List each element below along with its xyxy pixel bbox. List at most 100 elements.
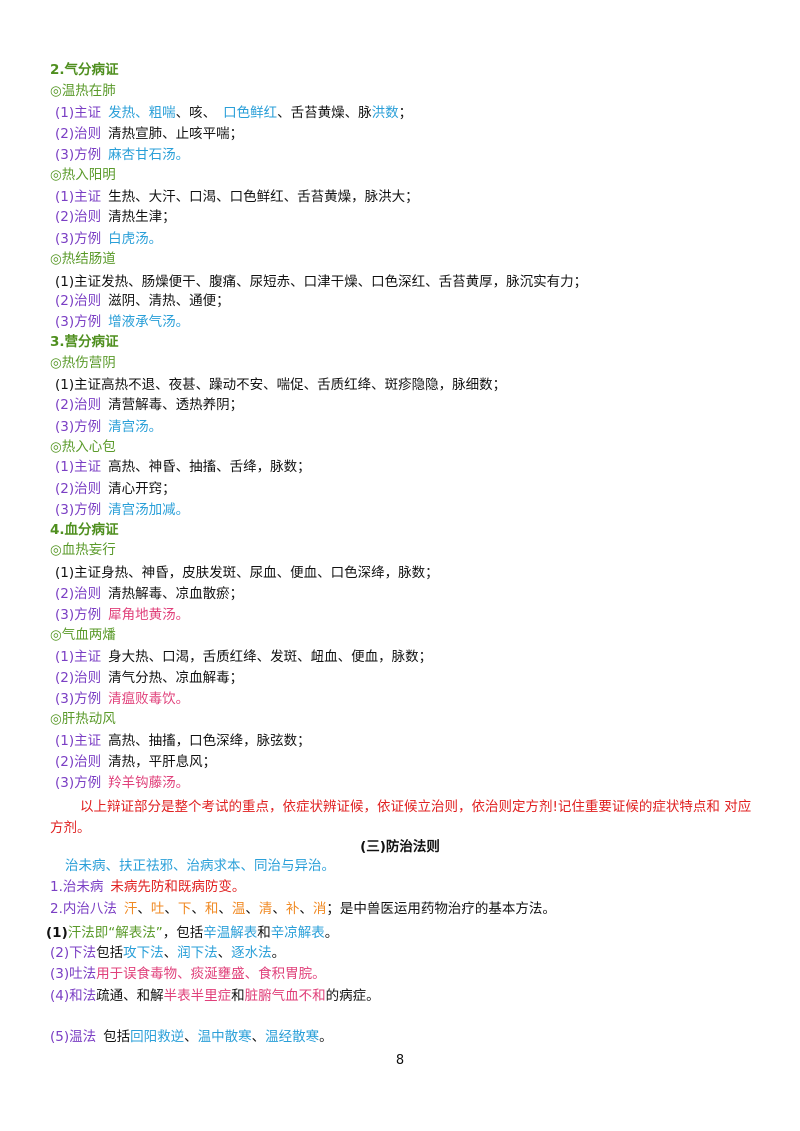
text-line: (2)治则 清营解毒、透热养阴； [55, 395, 243, 415]
text-segment: 清宫汤加减。 [108, 502, 190, 518]
text-line: 4.血分病证 [50, 520, 119, 540]
text-segment: 身大热、口渴，舌质红绛、发斑、衄血、便血，脉数； [108, 649, 433, 665]
text-segment: 、 [217, 945, 232, 961]
text-segment: 增液承气汤。 [108, 314, 190, 330]
text-line: ◎热伤营阴 [50, 353, 116, 373]
text-segment: ；是中兽医运用药物治疗的基本方法。 [326, 901, 556, 917]
text-segment: ◎热结肠道 [50, 251, 116, 267]
text-line: (3)方例 清宫汤。 [55, 417, 162, 437]
text-line: (2)治则 清热，平肝息风； [55, 752, 216, 772]
text-segment: (5)温法 [50, 1029, 97, 1045]
text-segment: 、 [184, 1029, 198, 1045]
text-segment: 。 [271, 945, 286, 961]
text-segment: (1) [46, 925, 68, 941]
text-line: (4)和法疏通、和解半表半里症和脏腑气血不和的病症。 [50, 986, 380, 1006]
text-line: (2)下法包括攻下法、润下法、逐水法。 [50, 943, 285, 963]
text-segment: 补 [285, 901, 300, 917]
text-line: (3)方例 羚羊钩藤汤。 [55, 773, 189, 793]
text-line: (3)方例 清宫汤加减。 [55, 500, 189, 520]
text-segment: 2.内治八法 [50, 901, 117, 917]
text-segment: 温中散寒 [197, 1029, 252, 1045]
text-segment: ，包括 [162, 925, 204, 941]
text-line: (2)治则 滋阴、清热、通便； [55, 291, 230, 311]
text-segment: 未病先防和既病防变。 [110, 879, 246, 895]
text-segment: 。 [319, 1029, 333, 1045]
text-line: (3)方例 白虎汤。 [55, 229, 162, 249]
text-segment: (1)主证 [55, 733, 102, 749]
text-segment: ◎气血两燔 [50, 627, 116, 643]
text-line: 2.气分病证 [50, 60, 119, 80]
text-segment: ◎肝热动风 [50, 711, 116, 727]
text-segment: (1)主证 [55, 189, 102, 205]
text-line: ◎气血两燔 [50, 625, 116, 645]
text-line: (2)治则 清热解毒、凉血散瘀； [55, 584, 243, 604]
section-heading: (三)防治法则 [360, 839, 440, 855]
text-segment: (2)治则 [55, 209, 102, 225]
text-segment: 、 [299, 901, 313, 917]
text-segment: ◎热入阳明 [50, 167, 116, 183]
text-line: (3)方例 清瘟败毒饮。 [55, 689, 189, 709]
text-segment: 和 [231, 988, 245, 1004]
text-segment: (3)方例 [55, 147, 102, 163]
text-line: (2)治则 清热生津； [55, 207, 176, 227]
text-segment: 1.治未病 [50, 879, 104, 895]
text-segment: 温 [231, 901, 246, 917]
text-segment: 包括 [96, 945, 124, 961]
text-segment: 滋阴、清热、通便； [108, 293, 230, 309]
text-segment: (2)治则 [55, 586, 102, 602]
text-line: (3)方例 增液承气汤。 [55, 312, 189, 332]
text-segment: 麻杏甘石汤。 [108, 147, 190, 163]
text-line: 2.内治八法 汗、吐、下、和、温、清、补、消；是中兽医运用药物治疗的基本方法。 [50, 899, 556, 919]
text-segment: (2)治则 [55, 754, 102, 770]
text-segment: 3.营分病证 [50, 334, 119, 350]
text-segment: 清 [258, 901, 273, 917]
text-segment: 清热生津； [108, 209, 176, 225]
text-segment: 包括 [103, 1029, 131, 1045]
text-line: 3.营分病证 [50, 332, 119, 352]
text-segment: 白虎汤。 [108, 231, 163, 247]
text-segment: 清气分热、凉血解毒； [108, 670, 244, 686]
text-segment: (2)治则 [55, 397, 102, 413]
text-line: (1)主证 生热、大汗、口渴、口色鲜红、舌苔黄燥，脉洪大； [55, 187, 419, 207]
text-segment: (2)治则 [55, 126, 102, 142]
text-line: (2)治则 清心开窍； [55, 479, 176, 499]
text-segment: 汗 [123, 901, 138, 917]
text-line: (3)方例 麻杏甘石汤。 [55, 145, 189, 165]
text-segment: 、咳、 [175, 105, 217, 121]
text-segment: 的病症。 [325, 988, 380, 1004]
text-segment: 逐水法 [231, 945, 272, 961]
text-line: (3)吐法用于误食毒物、痰涎壅盛、食积胃脘。 [50, 964, 326, 984]
text-segment: 辛温解表 [203, 925, 258, 941]
text-line: ◎温热在肺 [50, 81, 116, 101]
text-segment: 、 [218, 901, 232, 917]
text-segment: 、 [191, 901, 205, 917]
text-segment: (1)主证发热、肠燥便干、腹痛、尿短赤、口津干燥、口色深红、舌苔黄厚，脉沉实有力… [55, 274, 588, 290]
text-line: 治未病、扶正祛邪、治病求本、同治与异治。 [65, 856, 335, 876]
text-line: (1)主证身热、神昏，皮肤发斑、尿血、便血、口色深绛，脉数； [55, 563, 439, 583]
text-segment: 高热、抽搐，口色深绛，脉弦数； [108, 733, 311, 749]
text-segment: 口色鲜红 [223, 105, 278, 121]
text-segment: 脏腑气血不和 [244, 988, 326, 1004]
text-segment: 下 [177, 901, 192, 917]
text-segment: ◎血热妄行 [50, 542, 116, 558]
text-segment: 高热、神昏、抽搐、舌绛，脉数； [108, 459, 311, 475]
text-segment: 清宫汤。 [108, 419, 163, 435]
text-segment: (3)方例 [55, 775, 102, 791]
text-segment: (3)方例 [55, 691, 102, 707]
text-segment: (3)方例 [55, 419, 102, 435]
text-line: 1.治未病 未病先防和既病防变。 [50, 877, 245, 897]
text-segment: 、 [245, 901, 259, 917]
text-segment: 、 [272, 901, 286, 917]
text-segment: 2.气分病证 [50, 62, 119, 78]
text-segment: 清热，平肝息风； [108, 754, 217, 770]
text-line: ◎热入心包 [50, 437, 116, 457]
text-segment: 、 [164, 901, 178, 917]
text-line: (1)主证 发热、粗喘、咳、 口色鲜红、舌苔黄燥、脉洪数； [55, 103, 412, 123]
text-segment: 清心开窍； [108, 481, 176, 497]
text-segment: 消 [312, 901, 327, 917]
text-line: ◎血热妄行 [50, 540, 116, 560]
text-segment: 用于误食毒物、痰涎壅盛、食积胃脘。 [96, 966, 326, 982]
text-line: (2)治则 清气分热、凉血解毒； [55, 668, 243, 688]
text-segment: 清瘟败毒饮。 [108, 691, 190, 707]
text-line: (1)主证高热不退、夜甚、躁动不安、喘促、舌质红绛、斑疹隐隐，脉细数； [55, 375, 506, 395]
